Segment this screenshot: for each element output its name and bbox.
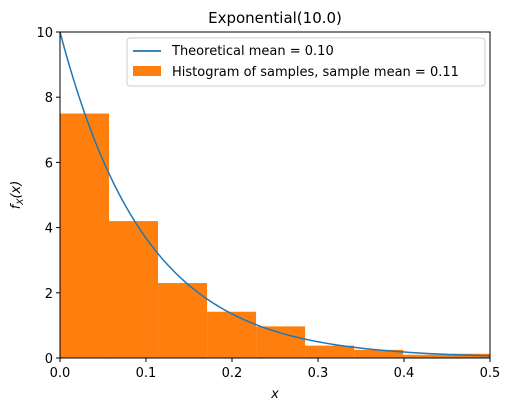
x-tick-label: 0.4	[394, 366, 415, 381]
y-tick-label: 0	[45, 352, 53, 367]
chart-title: Exponential(10.0)	[208, 9, 342, 27]
x-tick-label: 0.5	[480, 366, 501, 381]
histogram-bar	[109, 221, 159, 358]
x-tick-label: 0.3	[308, 366, 329, 381]
legend: Theoretical mean = 0.10 Histogram of sam…	[126, 37, 486, 87]
y-tick-label: 6	[45, 156, 53, 171]
plot-frame	[59, 31, 491, 359]
x-tick-label: 0.1	[136, 366, 157, 381]
y-tick-label: 10	[36, 26, 53, 41]
x-tick-label: 0.0	[50, 366, 71, 381]
x-tick-label: 0.2	[222, 366, 243, 381]
histogram-bar	[207, 311, 257, 358]
x-axis-ticks: 0.0 0.1 0.2 0.3 0.4 0.5	[50, 358, 501, 381]
y-axis-ticks: 0 2 4 6 8 10	[36, 26, 60, 367]
y-tick-label: 8	[45, 91, 53, 106]
histogram-bar	[354, 349, 404, 358]
theoretical-density-line	[59, 31, 491, 357]
histogram-bar	[403, 354, 453, 358]
histogram-bars	[60, 113, 490, 358]
y-tick-label: 2	[45, 287, 53, 302]
legend-box	[126, 37, 486, 87]
legend-entry-line: Theoretical mean = 0.10	[171, 44, 334, 59]
legend-entry-histogram: Histogram of samples, sample mean = 0.11	[172, 65, 459, 80]
y-tick-label: 4	[45, 222, 53, 237]
histogram-bar	[60, 113, 110, 358]
x-axis-label: x	[270, 387, 279, 402]
histogram-bar	[305, 345, 355, 358]
y-axis-label: fX(x)	[9, 181, 26, 210]
legend-bar-swatch	[133, 66, 161, 76]
histogram-bar	[256, 326, 306, 358]
histogram-bar	[158, 283, 208, 358]
